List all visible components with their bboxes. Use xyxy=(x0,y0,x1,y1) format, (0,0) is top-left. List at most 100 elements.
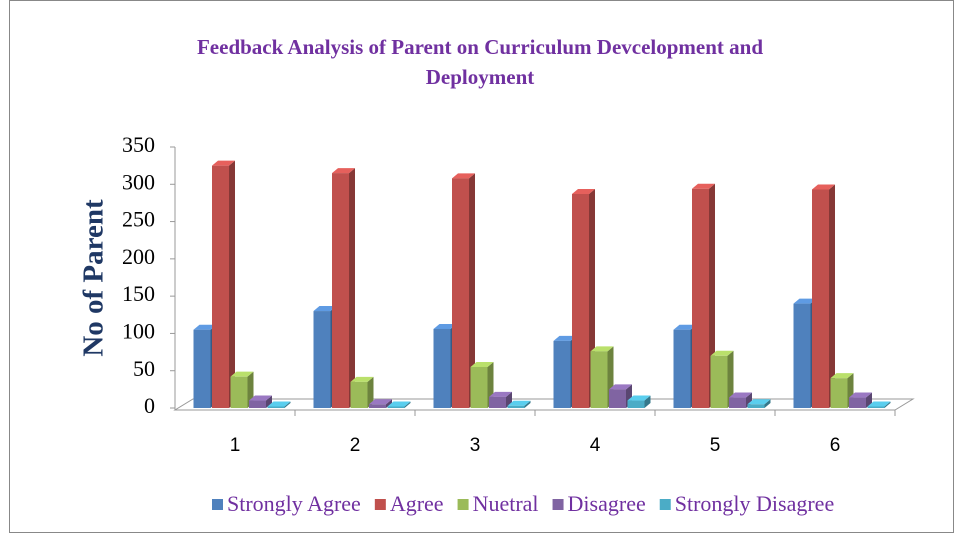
bar-top xyxy=(249,395,272,401)
bar-side xyxy=(266,395,272,408)
bar-side xyxy=(709,183,715,408)
y-tick-label: 100 xyxy=(122,318,155,343)
bar-front xyxy=(369,404,386,408)
bar-front xyxy=(249,400,266,408)
bar xyxy=(350,376,374,408)
bar xyxy=(267,401,291,408)
bar-front xyxy=(812,189,829,408)
x-tick-label: 3 xyxy=(470,435,481,456)
bar-front xyxy=(710,355,728,408)
y-tick-label: 250 xyxy=(122,207,155,232)
x-tick-label: 2 xyxy=(350,435,361,456)
x-tick-label: 4 xyxy=(590,435,601,456)
bar-top xyxy=(230,371,254,377)
bar-front xyxy=(747,404,765,408)
bar-top xyxy=(267,401,291,407)
bar-front xyxy=(452,178,469,408)
chart-title: Feedback Analysis of Parent on Curriculu… xyxy=(196,35,764,89)
bar xyxy=(249,395,272,408)
bar xyxy=(507,400,531,408)
legend-swatch xyxy=(552,499,564,510)
legend-swatch xyxy=(659,499,671,510)
bar-top xyxy=(673,324,697,330)
x-tick-label: 1 xyxy=(230,435,241,456)
bar xyxy=(369,399,392,408)
bar-front xyxy=(830,378,848,408)
bar-top xyxy=(793,298,817,304)
legend-label: Strongly Agree xyxy=(227,491,361,516)
bar-top xyxy=(452,173,475,179)
bar-front xyxy=(609,389,626,408)
bar-top xyxy=(332,168,355,174)
bar-side xyxy=(386,399,392,408)
bar-top xyxy=(692,183,715,189)
bar-top xyxy=(313,306,337,312)
bar-top xyxy=(627,395,651,401)
bar xyxy=(627,395,651,408)
legend-label: Agree xyxy=(390,491,444,516)
bar-front xyxy=(867,406,885,408)
bar xyxy=(867,401,891,408)
bar-top xyxy=(710,350,734,356)
bar-front xyxy=(332,173,349,408)
bar-side xyxy=(644,395,651,408)
bar xyxy=(710,350,734,408)
bar-top xyxy=(553,335,577,341)
legend-label: Disagree xyxy=(568,491,646,516)
legend-label: Nuetral xyxy=(473,491,539,516)
y-tick-label: 0 xyxy=(144,393,155,418)
bar-front xyxy=(230,376,248,408)
bar-front xyxy=(470,366,488,408)
bar xyxy=(332,168,355,408)
bar-side xyxy=(404,401,411,408)
bar-top xyxy=(609,384,632,390)
bar-side xyxy=(884,401,891,408)
bar-top xyxy=(507,400,531,406)
bar-front xyxy=(627,400,645,408)
y-tick-label: 300 xyxy=(122,169,155,194)
bar-top xyxy=(812,184,835,190)
bar-side xyxy=(229,160,235,408)
bar-front xyxy=(507,405,525,408)
bar-top xyxy=(193,324,217,330)
bar xyxy=(729,392,752,408)
bar-top xyxy=(470,361,494,367)
x-tick-label: 6 xyxy=(830,435,841,456)
bar-side xyxy=(469,173,475,408)
bar-side xyxy=(284,401,291,408)
bar-side xyxy=(829,184,835,408)
bar-top xyxy=(729,392,752,398)
bar-front xyxy=(350,381,368,408)
bar xyxy=(692,183,715,408)
y-tick-label: 200 xyxy=(122,244,155,269)
bar-top xyxy=(433,323,457,329)
bar-top xyxy=(830,373,854,379)
bar xyxy=(747,399,771,408)
bar-top xyxy=(572,188,595,194)
bar xyxy=(812,184,835,408)
bar-side xyxy=(764,399,771,408)
y-axis-label: No of Parent xyxy=(78,199,110,357)
bar-front xyxy=(729,397,746,408)
bar-front xyxy=(313,311,331,408)
y-tick-label: 150 xyxy=(122,281,155,306)
bar-top xyxy=(867,401,891,407)
bar-top xyxy=(747,399,771,405)
legend-label: Strongly Disagree xyxy=(675,491,834,516)
bar-front xyxy=(692,188,709,408)
bar-front xyxy=(489,396,506,408)
bar-top xyxy=(387,401,411,407)
bar-front xyxy=(673,329,691,408)
bar-side xyxy=(524,400,531,408)
bar-top xyxy=(212,160,235,166)
y-tick-label: 50 xyxy=(133,356,155,381)
bar-side xyxy=(367,376,374,408)
bar-front xyxy=(212,165,229,408)
legend-swatch xyxy=(212,499,223,510)
legend-swatch xyxy=(457,499,469,510)
bar-front xyxy=(590,351,608,408)
bar xyxy=(212,160,235,408)
bar xyxy=(452,173,475,408)
bar-front xyxy=(793,303,811,408)
